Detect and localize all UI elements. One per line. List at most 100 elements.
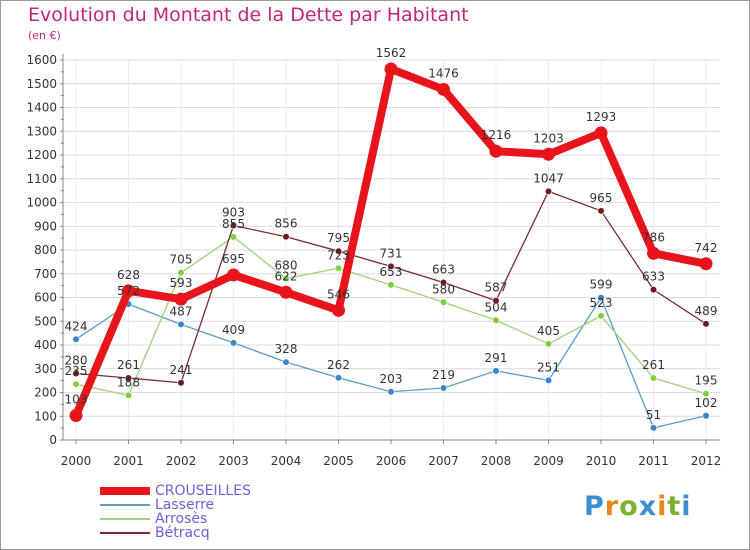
data-label-crouseilles: 546 xyxy=(327,287,350,301)
logo-letter: o xyxy=(619,491,639,522)
x-tick-label: 2005 xyxy=(323,454,354,468)
data-point-crouseilles xyxy=(69,409,83,423)
x-tick-label: 2001 xyxy=(113,454,144,468)
data-label-arroses: 653 xyxy=(380,265,403,279)
y-tick-label: 400 xyxy=(34,338,57,352)
logo-letter: r xyxy=(604,491,620,522)
data-point-arroses xyxy=(387,281,395,289)
data-label-lasserre: 328 xyxy=(275,342,298,356)
legend-swatch xyxy=(100,518,150,520)
data-point-lasserre xyxy=(72,335,80,343)
data-label-arroses: 680 xyxy=(275,259,298,273)
logo-letter: P xyxy=(584,491,605,522)
data-label-betracq: 856 xyxy=(275,217,298,231)
y-tick-label: 900 xyxy=(34,219,57,233)
data-label-lasserre: 203 xyxy=(380,372,403,386)
data-point-betracq xyxy=(229,221,238,230)
data-label-lasserre: 251 xyxy=(537,360,560,374)
data-label-betracq: 489 xyxy=(695,304,718,318)
legend-swatch xyxy=(100,487,150,495)
logo-letter: x xyxy=(638,491,658,522)
data-point-arroses xyxy=(72,380,80,388)
data-point-arroses xyxy=(282,274,290,283)
data-label-arroses: 188 xyxy=(117,375,140,389)
legend-item-lasserre: Lasserre xyxy=(100,498,251,512)
data-label-crouseilles: 1203 xyxy=(533,131,564,145)
data-point-betracq xyxy=(177,379,185,387)
data-point-arroses xyxy=(124,391,133,399)
chart-subtitle: (en €) xyxy=(28,29,61,42)
data-label-crouseilles: 1293 xyxy=(586,110,617,124)
data-label-crouseilles: 742 xyxy=(695,241,718,255)
data-point-lasserre xyxy=(177,320,185,328)
data-label-betracq: 587 xyxy=(485,281,508,295)
y-tick-label: 0 xyxy=(49,433,57,447)
y-tick-label: 1400 xyxy=(26,101,57,115)
data-point-crouseilles xyxy=(437,82,450,96)
data-point-crouseilles xyxy=(542,147,555,161)
data-label-lasserre: 572 xyxy=(117,284,140,298)
data-point-betracq xyxy=(544,187,553,195)
series-arroses xyxy=(72,233,710,399)
data-label-arroses: 195 xyxy=(695,374,718,388)
data-label-crouseilles: 1476 xyxy=(428,66,459,80)
data-label-betracq: 965 xyxy=(590,191,613,205)
data-point-crouseilles xyxy=(122,284,135,298)
y-tick-label: 700 xyxy=(34,267,57,281)
data-point-lasserre xyxy=(387,388,395,396)
y-tick-label: 1100 xyxy=(26,172,57,186)
data-point-betracq xyxy=(597,207,605,215)
data-label-crouseilles: 593 xyxy=(170,276,193,290)
x-tick-label: 2004 xyxy=(271,454,302,468)
logo-letter: i xyxy=(657,491,668,522)
data-point-betracq xyxy=(439,278,448,287)
x-tick-label: 2002 xyxy=(166,454,197,468)
x-tick-label: 2003 xyxy=(218,454,249,468)
y-tick-label: 600 xyxy=(34,291,57,305)
data-label-arroses: 855 xyxy=(222,217,245,231)
data-label-betracq: 261 xyxy=(117,358,140,372)
legend-label: Arrosès xyxy=(155,511,208,527)
legend-label: Bétracq xyxy=(155,525,210,541)
data-point-betracq xyxy=(387,262,395,270)
y-tick-label: 1200 xyxy=(26,148,57,162)
data-label-betracq: 663 xyxy=(432,263,455,277)
x-tick-label: 2008 xyxy=(481,454,512,468)
data-point-crouseilles xyxy=(699,257,713,271)
x-tick-label: 2007 xyxy=(428,454,459,468)
data-point-lasserre xyxy=(597,294,605,302)
data-label-lasserre: 424 xyxy=(65,319,88,333)
chart-title: Evolution du Montant de la Dette par Hab… xyxy=(28,4,469,26)
y-tick-label: 1600 xyxy=(26,53,57,67)
series-betracq xyxy=(72,187,710,387)
data-label-lasserre: 599 xyxy=(590,278,613,292)
y-tick-label: 100 xyxy=(34,409,57,423)
logo-letter: i xyxy=(681,491,692,522)
data-label-lasserre: 409 xyxy=(222,323,245,337)
data-label-lasserre: 262 xyxy=(327,358,350,372)
data-label-crouseilles: 695 xyxy=(222,252,245,266)
data-point-betracq xyxy=(702,320,710,328)
legend-item-betracq: Bétracq xyxy=(100,526,251,540)
data-point-lasserre xyxy=(702,412,710,420)
data-label-lasserre: 291 xyxy=(485,351,508,365)
y-tick-label: 200 xyxy=(34,386,57,400)
data-point-arroses xyxy=(334,264,343,272)
data-point-lasserre xyxy=(439,384,448,392)
x-tick-label: 2011 xyxy=(638,454,669,468)
y-tick-label: 1500 xyxy=(26,77,57,91)
logo-letter: t xyxy=(667,491,682,522)
data-point-arroses xyxy=(597,312,605,320)
data-point-arroses xyxy=(492,316,500,324)
data-label-crouseilles: 1216 xyxy=(481,128,512,142)
series-layer xyxy=(69,62,713,432)
data-label-lasserre: 219 xyxy=(432,368,455,382)
data-point-betracq xyxy=(649,286,658,294)
y-tick-label: 800 xyxy=(34,243,57,257)
data-label-arroses: 705 xyxy=(170,253,193,267)
data-point-lasserre xyxy=(544,376,553,384)
x-tick-label: 2009 xyxy=(533,454,564,468)
data-label-crouseilles: 1562 xyxy=(376,46,407,60)
